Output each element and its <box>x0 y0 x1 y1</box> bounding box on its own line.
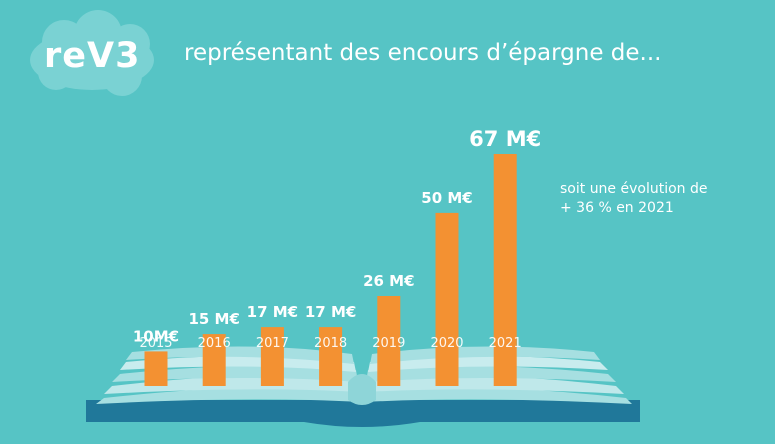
data-label-2019: 26 M€ <box>363 272 414 290</box>
bar-2020 <box>435 212 459 386</box>
book-left-pages <box>96 386 360 404</box>
data-label-2020: 50 M€ <box>421 189 472 207</box>
evolution-note: soit une évolution de + 36 % en 2021 <box>560 180 708 218</box>
tick-label-2021: 2021 <box>489 336 522 351</box>
bar-2016 <box>202 334 226 386</box>
bar-2019 <box>377 296 401 386</box>
data-label-2015: 10M€ <box>133 327 179 345</box>
data-label-2017: 17 M€ <box>247 303 298 321</box>
logo-cloud-icon <box>30 10 154 96</box>
bar-2015 <box>144 351 168 386</box>
book-cover <box>86 400 640 427</box>
tick-label-2017: 2017 <box>256 336 289 351</box>
tick-label-2018: 2018 <box>314 336 347 351</box>
bar-2021 <box>493 154 517 386</box>
data-label-2021: 67 M€ <box>469 127 541 151</box>
bar-2018 <box>319 327 343 386</box>
logo-text: reV3 <box>44 36 141 76</box>
book-spine <box>348 374 376 405</box>
book-right-pages <box>364 386 632 404</box>
evolution-note-line-1: soit une évolution de <box>560 181 708 197</box>
tick-label-2019: 2019 <box>372 336 405 351</box>
data-label-2018: 17 M€ <box>305 303 356 321</box>
open-book-illustration <box>86 346 640 427</box>
tick-label-2020: 2020 <box>430 336 463 351</box>
evolution-note-line-2: + 36 % en 2021 <box>560 200 674 216</box>
headline: représentant des encours d’épargne de... <box>184 40 662 66</box>
data-label-2016: 15 M€ <box>188 310 239 328</box>
bar-2017 <box>260 327 284 386</box>
tick-label-2015: 2015 <box>139 336 172 351</box>
tick-label-2016: 2016 <box>198 336 231 351</box>
